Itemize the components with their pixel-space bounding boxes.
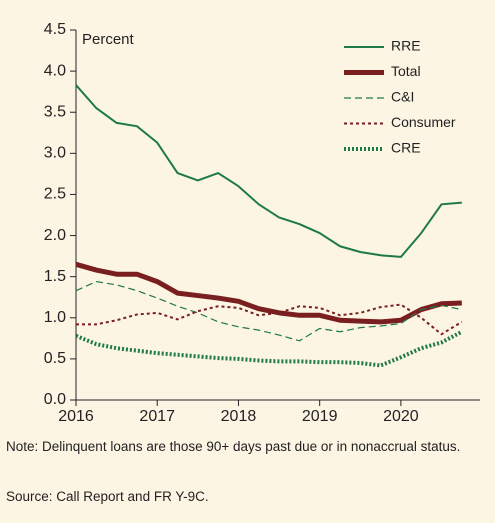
y-axis-label: Percent	[82, 31, 135, 48]
x-tick-label: 2020	[383, 408, 419, 425]
note: Note: Delinquent loans are those 90+ day…	[6, 439, 461, 454]
y-tick-label: 0.5	[44, 350, 66, 367]
y-tick-label: 3.5	[44, 103, 66, 120]
y-tick-label: 0.0	[44, 391, 66, 408]
legend-label: CRE	[391, 140, 421, 156]
y-tick-label: 1.5	[44, 268, 66, 285]
series-line	[75, 281, 462, 342]
series-line	[75, 261, 462, 325]
y-tick-label: 4.0	[44, 62, 66, 79]
y-tick-label: 3.0	[44, 145, 66, 162]
legend-label: C&I	[391, 89, 414, 105]
x-tick-label: 2016	[58, 408, 94, 425]
series-line	[76, 303, 463, 336]
legend-label: RRE	[391, 38, 421, 54]
legend-label: Consumer	[391, 114, 456, 130]
x-tick-label: 2017	[139, 408, 175, 425]
y-tick-label: 2.5	[44, 186, 66, 203]
series-line	[75, 329, 463, 368]
x-tick-label: 2019	[302, 408, 338, 425]
y-tick-label: 4.5	[44, 21, 66, 38]
y-tick-label: 1.0	[44, 309, 66, 326]
source: Source: Call Report and FR Y-9C.	[6, 489, 209, 504]
chart: Percent 0.0 0.5 1.0 1.5 2.0 2.5 3.0 3.5 4.0 4.5 20…	[44, 21, 480, 425]
legend-label: Total	[391, 63, 421, 79]
x-tick-label: 2018	[221, 408, 257, 425]
series-line	[75, 84, 462, 258]
y-tick-label: 2.0	[44, 227, 66, 244]
